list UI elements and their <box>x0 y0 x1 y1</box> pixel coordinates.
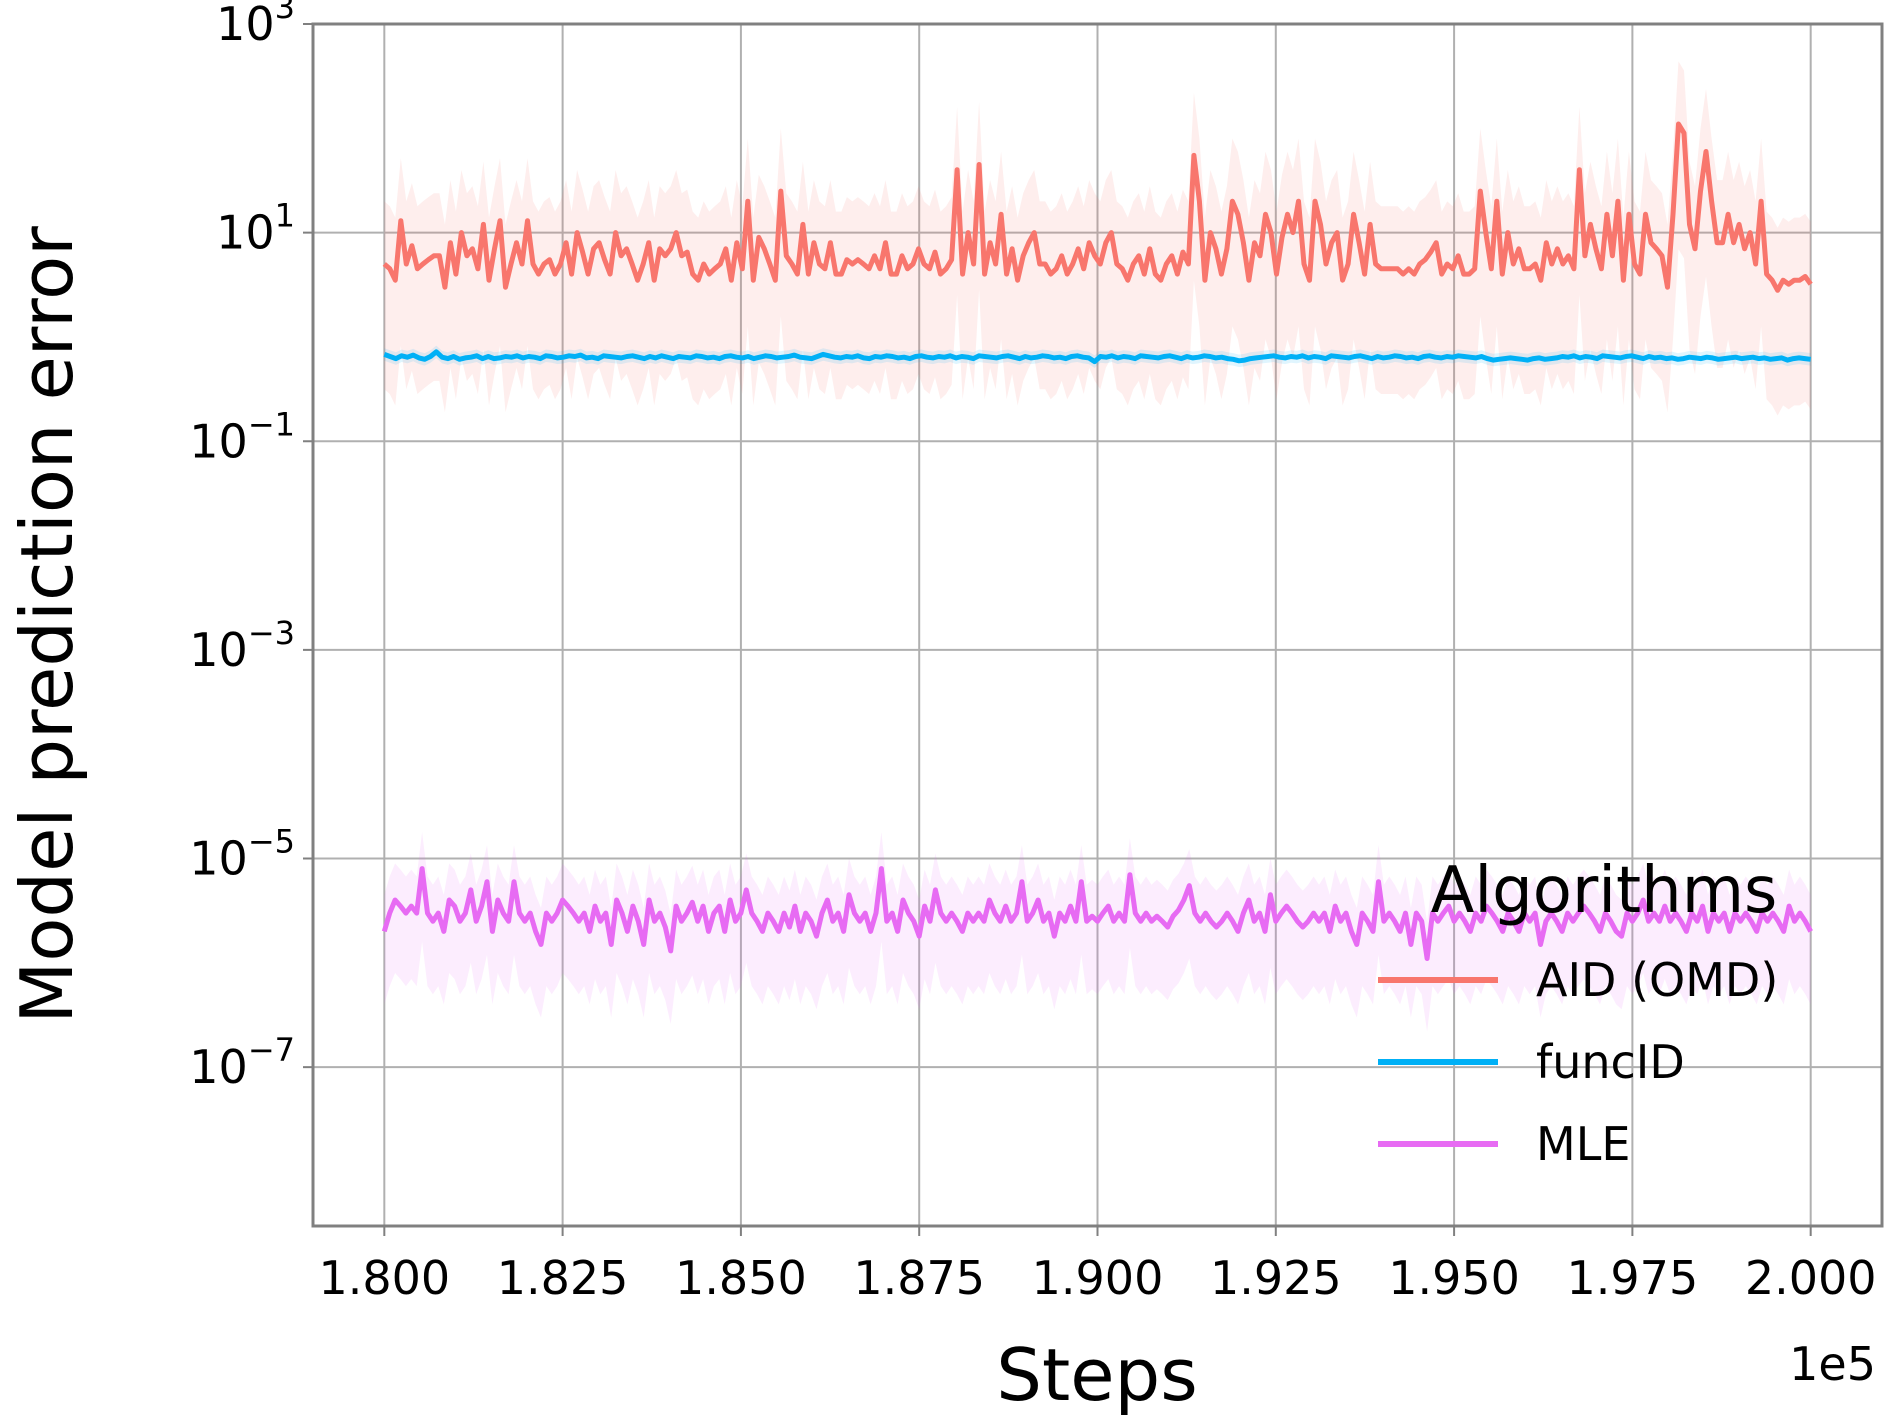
y-tick-exponent: −1 <box>248 405 295 443</box>
x-axis-label: Steps <box>996 1333 1197 1415</box>
y-tick-base: 10 <box>189 1040 248 1094</box>
legend-label: AID (OMD) <box>1536 953 1778 1007</box>
grid <box>313 23 1882 1226</box>
x-tick-label: 1.925 <box>1210 1251 1342 1305</box>
x-tick-label: 1.875 <box>853 1251 985 1305</box>
y-tick-label: 10−1 <box>189 405 295 468</box>
y-tick-exponent: −7 <box>248 1031 295 1069</box>
x-tick-label: 1.900 <box>1032 1251 1164 1305</box>
series-band-0 <box>384 61 1811 416</box>
y-tick-base: 10 <box>189 414 248 468</box>
series-line-1 <box>383 349 1811 365</box>
y-tick-label: 10−7 <box>189 1031 295 1094</box>
x-tick-label: 2.000 <box>1745 1251 1877 1305</box>
y-tick-base: 10 <box>189 623 248 677</box>
legend: Algorithms AID (OMD) funcID MLE <box>1378 854 1778 1171</box>
y-axis-label: Model prediction error <box>5 226 89 1024</box>
x-tick-label: 1.800 <box>318 1251 450 1305</box>
x-tick-label: 1.850 <box>675 1251 807 1305</box>
y-tick-exponent: 3 <box>275 0 295 26</box>
y-tick-exponent: 1 <box>275 197 295 235</box>
x-axis: 1.800 1.825 1.850 1.875 1.900 1.925 1.950 1.975… <box>318 1226 1877 1305</box>
y-tick-exponent: −5 <box>248 823 295 861</box>
series-line-0 <box>382 121 1813 293</box>
legend-label: MLE <box>1536 1117 1630 1171</box>
x-tick-label: 1.825 <box>497 1251 629 1305</box>
x-tick-label: 1.950 <box>1388 1251 1520 1305</box>
y-tick-label: 10−5 <box>189 823 295 886</box>
x-tick-label: 1.975 <box>1567 1251 1699 1305</box>
y-tick-base: 10 <box>189 832 248 886</box>
legend-label: funcID <box>1536 1035 1685 1089</box>
x-axis-offset-label: 1e5 <box>1789 1337 1876 1391</box>
y-tick-base: 10 <box>216 0 275 51</box>
y-tick-label: 103 <box>216 0 295 51</box>
y-tick-label: 10−3 <box>189 614 295 677</box>
y-tick-label: 101 <box>216 197 295 260</box>
y-tick-base: 10 <box>216 206 275 260</box>
series-line-2 <box>381 866 1813 961</box>
legend-title: Algorithms <box>1431 854 1778 928</box>
y-tick-exponent: −3 <box>248 614 295 652</box>
